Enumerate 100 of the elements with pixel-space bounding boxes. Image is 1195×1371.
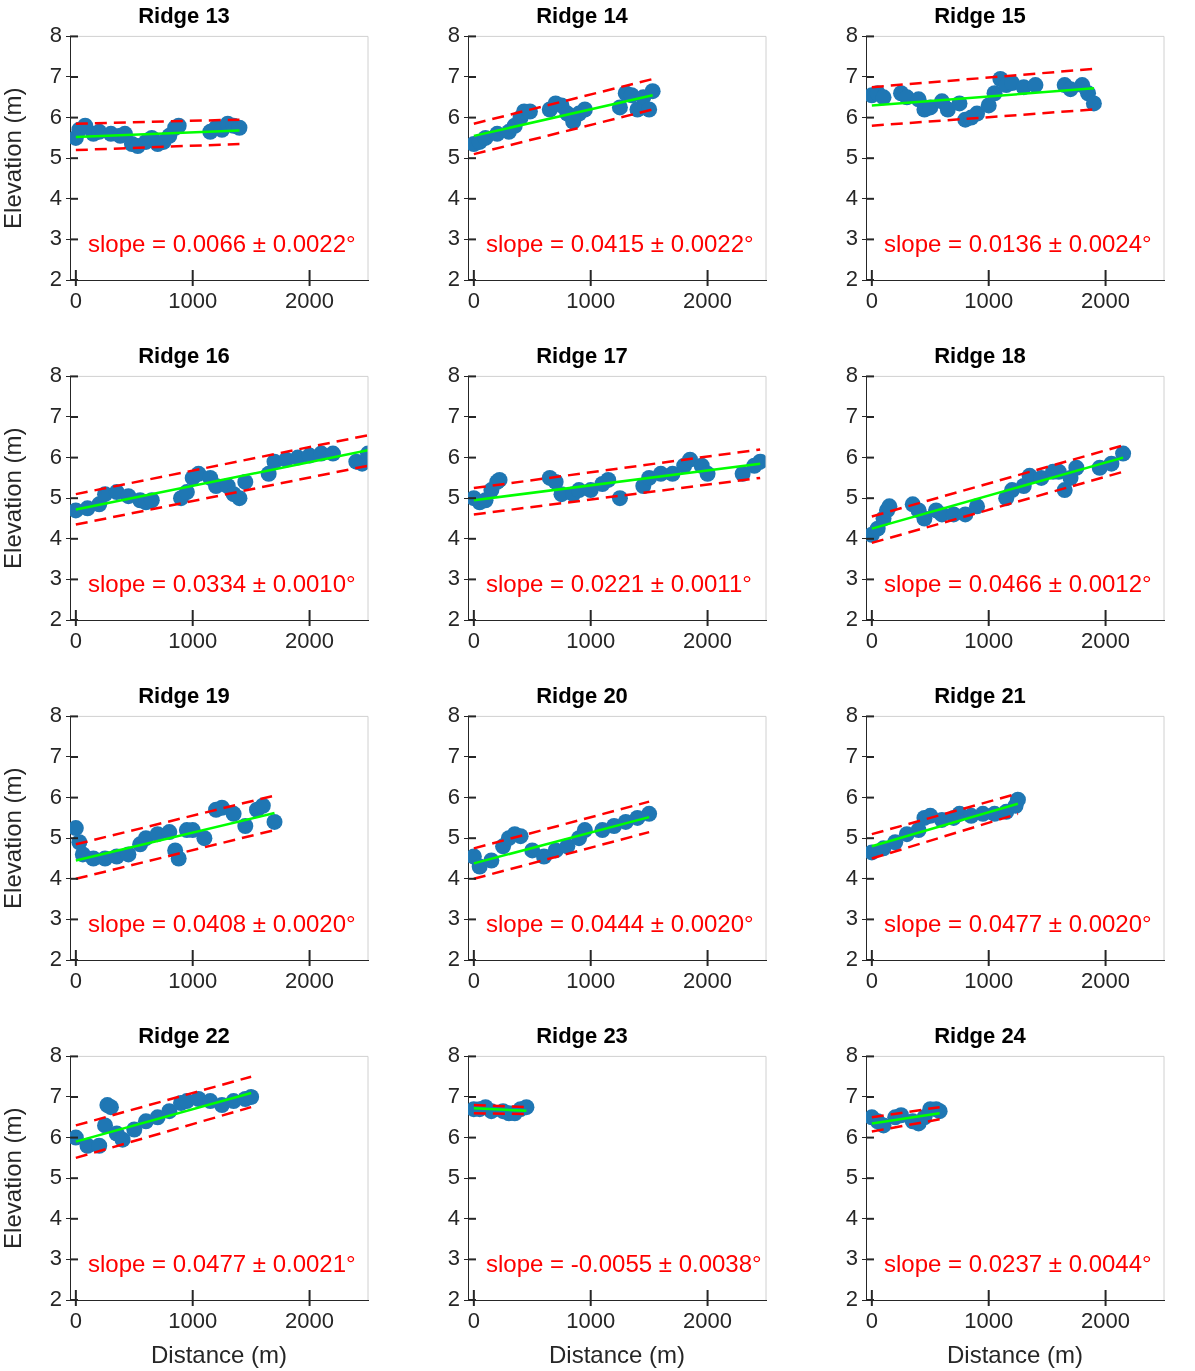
y-tick-label: 4 xyxy=(845,524,858,550)
y-tick-label: 5 xyxy=(845,1164,858,1190)
y-tick-label: 7 xyxy=(447,1083,460,1109)
chart-title: Ridge 21 xyxy=(934,683,1026,709)
x-tick-label: 2000 xyxy=(1081,968,1131,994)
x-tick-label: 0 xyxy=(865,968,878,994)
y-tick-label: 3 xyxy=(49,1245,62,1271)
y-tick-label: 5 xyxy=(447,144,460,170)
y-tick-label: 5 xyxy=(447,1164,460,1190)
y-tick-label: 4 xyxy=(49,864,62,890)
y-tick-label: 2 xyxy=(49,1286,62,1312)
annotation: slope = 0.0237 ± 0.0044° xyxy=(884,1250,1152,1277)
x-tick-label: 1000 xyxy=(964,628,1014,654)
y-tick-label: 3 xyxy=(845,1245,858,1271)
y-tick-label: 7 xyxy=(447,63,460,89)
y-tick-label: 6 xyxy=(49,1123,62,1149)
x-tick-label: 0 xyxy=(69,1308,82,1334)
y-tick-label: 3 xyxy=(447,225,460,251)
y-tick-label: 2 xyxy=(845,266,858,292)
x-tick-label: 0 xyxy=(467,288,480,314)
chart-title: Ridge 14 xyxy=(536,3,629,29)
x-tick-label: 0 xyxy=(69,968,82,994)
y-tick-label: 3 xyxy=(845,225,858,251)
y-tick-label: 8 xyxy=(49,1042,62,1068)
y-tick-label: 5 xyxy=(845,144,858,170)
y-axis-title: Elevation (m) xyxy=(0,767,27,909)
y-tick-label: 8 xyxy=(845,702,858,728)
x-tick-label: 1000 xyxy=(168,1308,218,1334)
y-tick-label: 3 xyxy=(447,565,460,591)
y-tick-label: 4 xyxy=(845,864,858,890)
y-tick-label: 8 xyxy=(845,1042,858,1068)
annotation: slope = 0.0136 ± 0.0024° xyxy=(884,230,1152,257)
x-tick-label: 2000 xyxy=(285,1308,335,1334)
y-tick-label: 2 xyxy=(447,946,460,972)
y-tick-label: 3 xyxy=(447,1245,460,1271)
chart-title: Ridge 13 xyxy=(138,3,230,29)
y-tick-label: 6 xyxy=(447,103,460,129)
x-tick-label: 1000 xyxy=(964,288,1014,314)
y-tick-label: 4 xyxy=(447,184,460,210)
y-tick-label: 2 xyxy=(845,606,858,632)
y-tick-label: 7 xyxy=(845,743,858,769)
chart-title: Ridge 22 xyxy=(138,1023,230,1049)
y-tick-label: 2 xyxy=(845,1286,858,1312)
x-tick-label: 0 xyxy=(69,288,82,314)
x-tick-label: 2000 xyxy=(683,628,733,654)
annotation: slope = 0.0466 ± 0.0012° xyxy=(884,570,1152,597)
x-tick-label: 1000 xyxy=(168,288,218,314)
x-tick-label: 0 xyxy=(467,1308,480,1334)
y-tick-label: 2 xyxy=(447,266,460,292)
chart-title: Ridge 19 xyxy=(138,683,230,709)
x-tick-label: 0 xyxy=(467,628,480,654)
y-tick-label: 7 xyxy=(845,63,858,89)
x-tick-label: 2000 xyxy=(285,968,335,994)
y-tick-label: 8 xyxy=(447,1042,460,1068)
y-tick-label: 6 xyxy=(845,443,858,469)
x-tick-label: 1000 xyxy=(168,968,218,994)
x-tick-label: 0 xyxy=(467,968,480,994)
x-axis-title: Distance (m) xyxy=(548,1341,686,1369)
y-tick-label: 4 xyxy=(845,184,858,210)
y-axis-title: Elevation (m) xyxy=(0,87,27,229)
y-tick-label: 8 xyxy=(49,22,62,48)
x-tick-label: 2000 xyxy=(683,968,733,994)
y-tick-label: 8 xyxy=(447,702,460,728)
x-tick-label: 2000 xyxy=(1081,1308,1131,1334)
y-tick-label: 6 xyxy=(845,103,858,129)
y-tick-label: 6 xyxy=(49,103,62,129)
x-tick-label: 2000 xyxy=(285,288,335,314)
x-tick-label: 1000 xyxy=(566,628,616,654)
y-tick-label: 3 xyxy=(49,225,62,251)
y-tick-label: 7 xyxy=(845,403,858,429)
annotation: slope = 0.0066 ± 0.0022° xyxy=(88,230,356,257)
y-tick-label: 8 xyxy=(447,22,460,48)
y-tick-label: 8 xyxy=(845,362,858,388)
x-tick-label: 1000 xyxy=(566,288,616,314)
annotation: slope = 0.0477 ± 0.0020° xyxy=(884,910,1152,937)
y-tick-label: 5 xyxy=(49,1164,62,1190)
x-tick-label: 1000 xyxy=(566,1308,616,1334)
y-tick-label: 3 xyxy=(447,905,460,931)
y-tick-label: 7 xyxy=(845,1083,858,1109)
y-tick-label: 8 xyxy=(845,22,858,48)
x-tick-label: 2000 xyxy=(285,628,335,654)
y-tick-label: 7 xyxy=(49,1083,62,1109)
x-tick-label: 2000 xyxy=(683,288,733,314)
x-tick-label: 2000 xyxy=(683,1308,733,1334)
y-tick-label: 8 xyxy=(447,362,460,388)
y-tick-label: 6 xyxy=(447,1123,460,1149)
y-tick-label: 2 xyxy=(447,606,460,632)
annotation: slope = 0.0444 ± 0.0020° xyxy=(486,910,754,937)
x-tick-label: 1000 xyxy=(964,968,1014,994)
y-tick-label: 2 xyxy=(49,946,62,972)
y-axis-title: Elevation (m) xyxy=(0,1107,27,1249)
x-tick-label: 0 xyxy=(865,288,878,314)
y-tick-label: 5 xyxy=(49,484,62,510)
x-tick-label: 0 xyxy=(69,628,82,654)
y-tick-label: 8 xyxy=(49,362,62,388)
annotation: slope = 0.0408 ± 0.0020° xyxy=(88,910,356,937)
y-tick-label: 3 xyxy=(845,905,858,931)
y-tick-label: 4 xyxy=(49,524,62,550)
y-tick-label: 3 xyxy=(49,905,62,931)
y-tick-label: 4 xyxy=(845,1204,858,1230)
